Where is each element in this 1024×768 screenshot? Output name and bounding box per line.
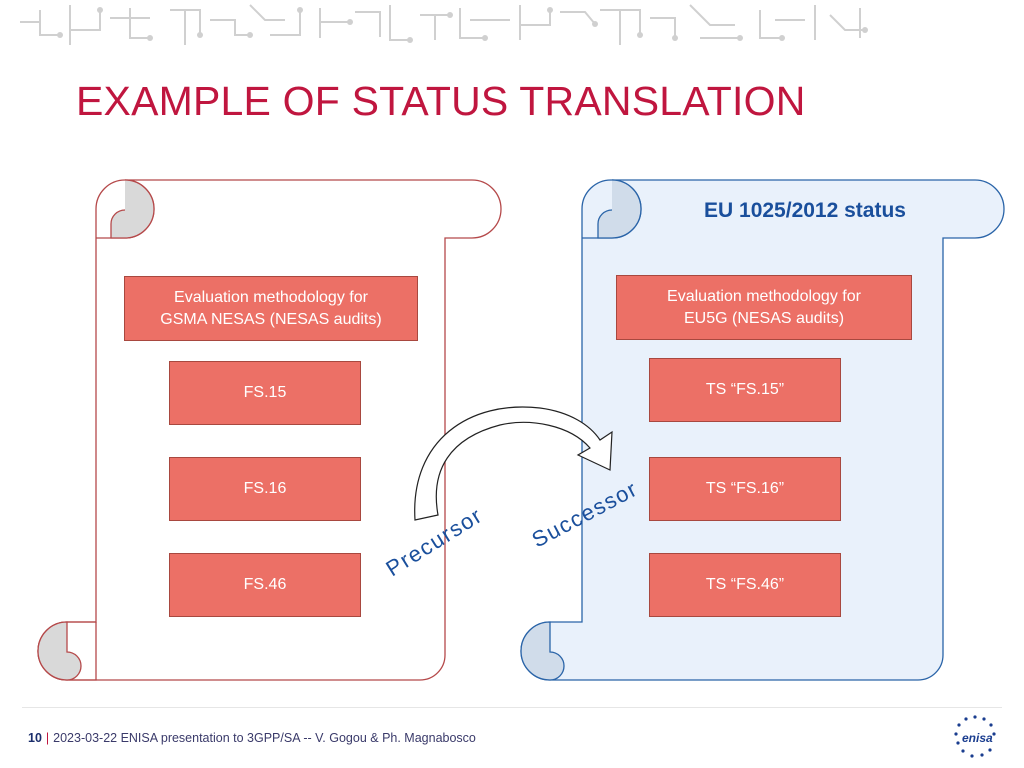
left-box-line: GSMA NESAS (NESAS audits) [160, 310, 382, 328]
slide-title: EXAMPLE OF STATUS TRANSLATION [76, 78, 806, 124]
left-box-fs16: FS.16 [169, 457, 361, 521]
circuit-banner [20, 4, 868, 45]
right-box-label: TS “FS.46” [705, 576, 785, 593]
right-box-ts-fs46: TS “FS.46” [649, 553, 841, 617]
right-box-line: Evaluation methodology for [667, 287, 861, 305]
left-box-methodology: Evaluation methodology for GSMA NESAS (N… [124, 276, 418, 341]
footer: 10 | 2023-03-22 ENISA presentation to 3GPP… [28, 731, 476, 745]
left-box-label: FS.16 [243, 480, 287, 497]
left-box-fs15: FS.15 [169, 361, 361, 425]
footer-divider [22, 707, 1002, 708]
right-box-label: TS “FS.16” [705, 480, 785, 497]
left-box-fs46: FS.46 [169, 553, 361, 617]
right-box-line: EU5G (NESAS audits) [683, 309, 845, 327]
right-box-methodology: Evaluation methodology for EU5G (NESAS a… [616, 275, 912, 340]
right-scroll-title: EU 1025/2012 status [704, 199, 906, 222]
page-number: 10 [28, 731, 42, 745]
right-box-label: TS “FS.15” [705, 381, 785, 398]
left-box-line: Evaluation methodology for [174, 288, 368, 306]
footer-separator: | [45, 731, 50, 745]
left-box-label: FS.46 [243, 576, 287, 593]
left-box-label: FS.15 [243, 384, 287, 401]
enisa-logo: enisa [954, 715, 996, 758]
right-box-ts-fs15: TS “FS.15” [649, 358, 841, 422]
right-box-ts-fs16: TS “FS.16” [649, 457, 841, 521]
translation-arrow [414, 406, 613, 521]
footer-text: 2023-03-22 ENISA presentation to 3GPP/SA… [53, 731, 476, 745]
enisa-logo-text: enisa [962, 731, 993, 745]
